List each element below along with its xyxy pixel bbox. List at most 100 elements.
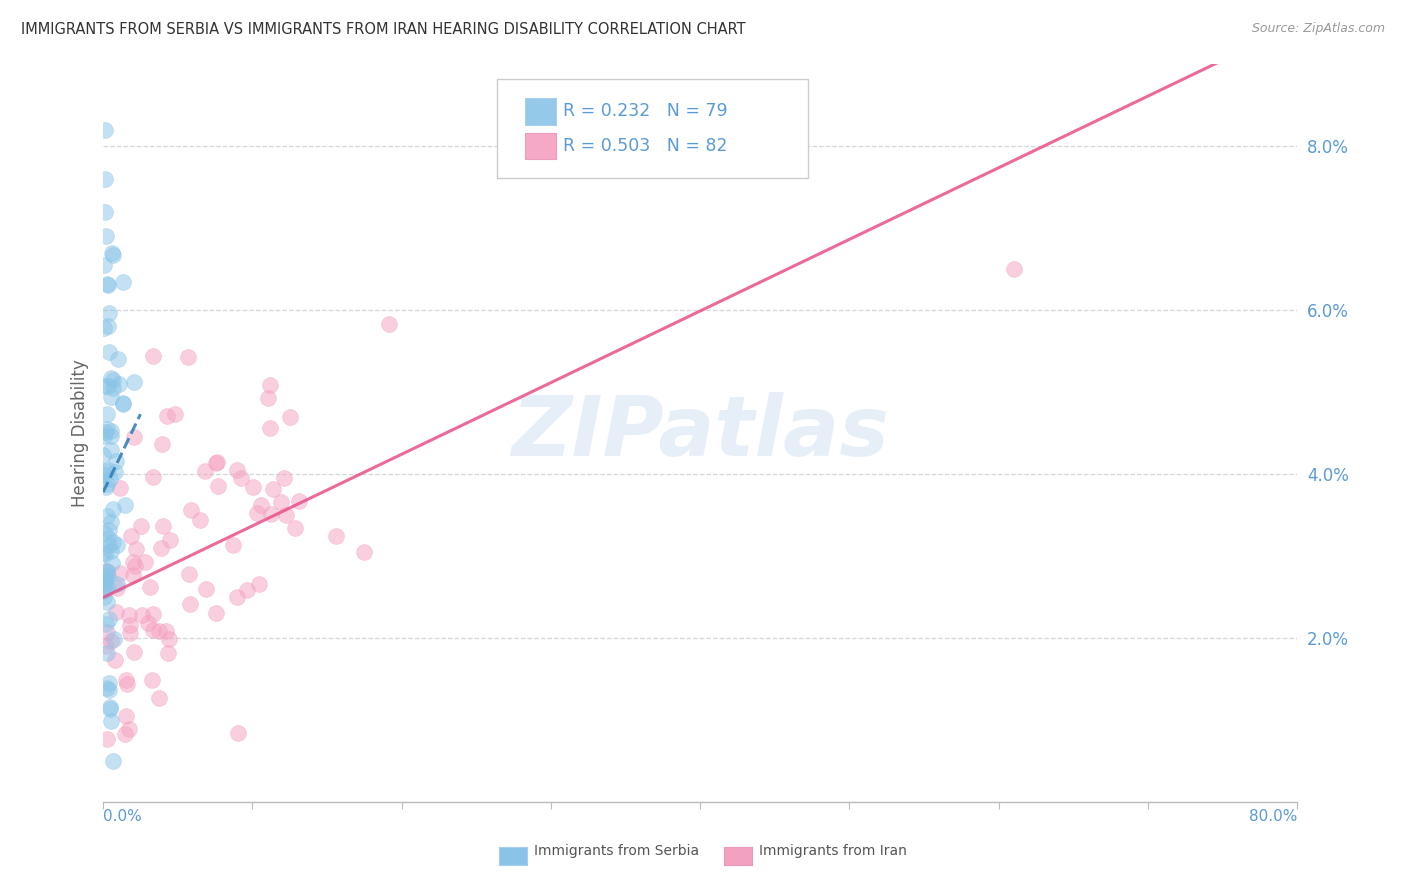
FancyBboxPatch shape — [524, 133, 555, 159]
Point — [188, 513, 211, 527]
Point — [97, 538, 120, 552]
Point — [246, 507, 269, 521]
Point — [93, 526, 115, 541]
Point — [98, 702, 121, 716]
Point — [100, 543, 122, 558]
Point — [96, 580, 118, 594]
Point — [94, 547, 117, 561]
Point — [93, 574, 115, 588]
Point — [155, 624, 177, 638]
Point — [104, 653, 127, 667]
Point — [93, 379, 115, 393]
Point — [278, 410, 301, 425]
Point — [93, 258, 115, 272]
Point — [100, 633, 122, 648]
Point — [325, 529, 347, 543]
Point — [97, 463, 120, 477]
FancyBboxPatch shape — [524, 98, 555, 125]
Point — [105, 538, 128, 552]
Point — [94, 639, 117, 653]
Point — [97, 569, 120, 583]
Point — [96, 508, 118, 523]
Point — [353, 545, 375, 559]
Point — [96, 477, 118, 491]
Point — [118, 722, 141, 736]
Point — [93, 582, 115, 597]
Point — [226, 726, 249, 740]
Point — [100, 424, 122, 438]
Point — [101, 556, 124, 570]
Point — [100, 714, 122, 728]
Point — [250, 498, 273, 512]
Point — [101, 534, 124, 549]
Point — [100, 515, 122, 529]
Point — [108, 481, 131, 495]
Point — [96, 277, 118, 291]
Point — [207, 478, 229, 492]
Point — [96, 565, 118, 579]
Point — [97, 278, 120, 293]
Point — [124, 559, 146, 574]
Point — [93, 569, 115, 583]
Point — [94, 229, 117, 244]
Point — [91, 546, 114, 560]
Point — [122, 645, 145, 659]
Point — [122, 556, 145, 570]
Point — [97, 531, 120, 545]
Point — [96, 422, 118, 436]
Point — [94, 574, 117, 588]
Point — [93, 122, 115, 136]
Point — [142, 607, 165, 621]
Text: R = 0.503   N = 82: R = 0.503 N = 82 — [562, 137, 727, 155]
Point — [194, 582, 217, 597]
Point — [225, 463, 247, 477]
Point — [100, 390, 122, 404]
Point — [194, 464, 217, 478]
Point — [110, 566, 132, 581]
Point — [94, 480, 117, 494]
Point — [93, 171, 115, 186]
Point — [179, 598, 201, 612]
Point — [101, 246, 124, 260]
Point — [98, 682, 121, 697]
Point — [96, 564, 118, 578]
Point — [139, 580, 162, 594]
Point — [101, 502, 124, 516]
Point — [148, 691, 170, 706]
Point — [96, 408, 118, 422]
Point — [205, 456, 228, 470]
Point — [94, 564, 117, 578]
Point — [98, 472, 121, 486]
Point — [122, 375, 145, 389]
Text: Source: ZipAtlas.com: Source: ZipAtlas.com — [1251, 22, 1385, 36]
Point — [104, 465, 127, 479]
Point — [101, 381, 124, 395]
Point — [142, 624, 165, 638]
Point — [118, 608, 141, 623]
Point — [150, 437, 173, 451]
Point — [204, 606, 226, 620]
Point — [222, 538, 245, 552]
Point — [101, 248, 124, 262]
Point — [108, 377, 131, 392]
Point — [274, 508, 297, 522]
FancyBboxPatch shape — [498, 78, 807, 178]
Point — [242, 480, 264, 494]
Point — [96, 731, 118, 746]
Point — [112, 396, 135, 410]
Point — [159, 533, 181, 547]
Point — [93, 429, 115, 443]
Point — [229, 471, 252, 485]
Point — [273, 471, 295, 485]
Text: Immigrants from Iran: Immigrants from Iran — [759, 844, 907, 858]
Point — [378, 317, 401, 331]
Point — [156, 409, 179, 424]
Point — [98, 612, 121, 626]
Point — [142, 349, 165, 363]
Point — [105, 577, 128, 591]
Point — [100, 429, 122, 443]
Point — [105, 454, 128, 468]
Point — [96, 646, 118, 660]
Point — [270, 495, 292, 509]
Point — [91, 448, 114, 462]
